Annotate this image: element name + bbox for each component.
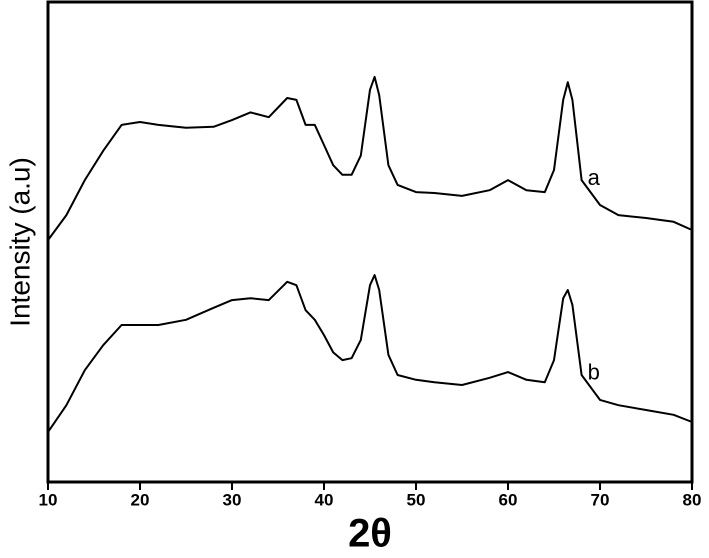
series-label: a <box>588 165 601 190</box>
series-line <box>47 274 693 433</box>
x-tick-label: 40 <box>315 490 334 509</box>
y-axis-label: Intensity (a.u) <box>4 157 35 327</box>
x-tick-label: 10 <box>39 490 58 509</box>
x-tick-label: 70 <box>591 490 610 509</box>
series-label: b <box>588 360 600 385</box>
x-tick-label: 30 <box>223 490 242 509</box>
x-tick-label: 50 <box>407 490 426 509</box>
x-tick-label: 80 <box>683 490 702 509</box>
x-tick-label: 60 <box>499 490 518 509</box>
series-line <box>47 75 693 241</box>
plot-frame <box>46 0 694 484</box>
x-axis-label: 2θ <box>348 512 392 556</box>
x-tick-label: 20 <box>131 490 150 509</box>
